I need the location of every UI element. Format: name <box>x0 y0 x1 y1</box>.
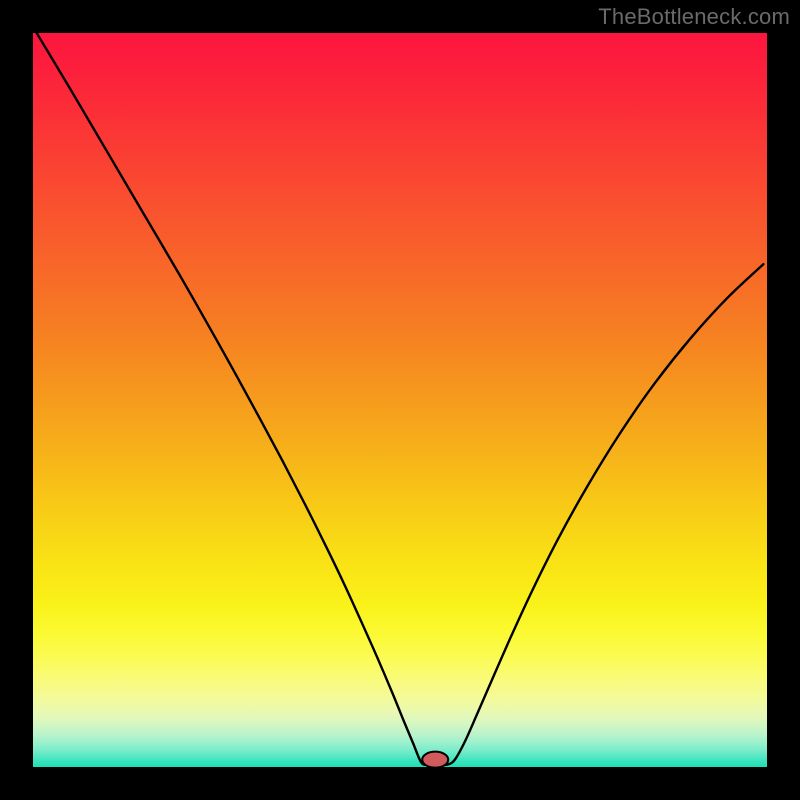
plot-background <box>33 33 767 767</box>
chart-container: TheBottleneck.com <box>0 0 800 800</box>
optimal-point-marker <box>422 752 448 768</box>
bottleneck-chart <box>0 0 800 800</box>
watermark-text: TheBottleneck.com <box>598 4 790 30</box>
